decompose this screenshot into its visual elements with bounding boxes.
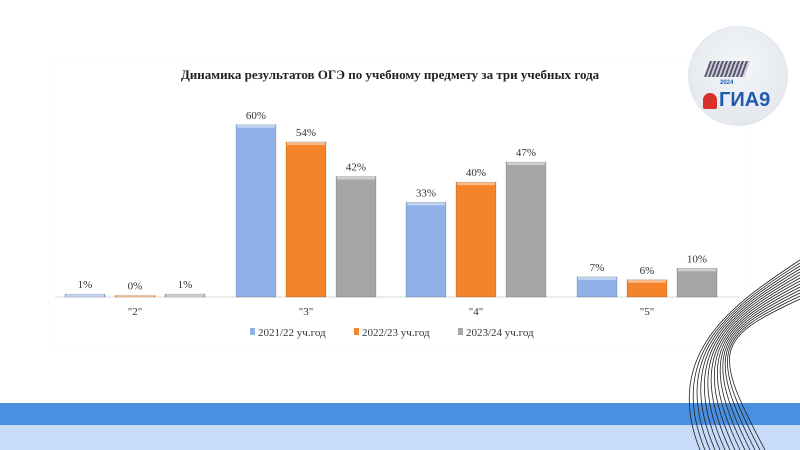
bar-highlight [237, 124, 275, 128]
legend-swatch [458, 328, 463, 335]
bar-highlight [457, 182, 495, 186]
data-label: 33% [416, 187, 436, 199]
bar [455, 181, 497, 298]
bar [576, 276, 618, 298]
x-tick-label: "5" [640, 306, 654, 318]
deco-line [700, 268, 800, 450]
bar [164, 293, 206, 298]
deco-line [696, 265, 800, 450]
gia9-logo: 2024 ГИА9 [688, 26, 788, 126]
chart-title: Динамика результатов ОГЭ по учебному пре… [181, 67, 600, 82]
bar [335, 176, 377, 298]
deco-line [716, 283, 800, 450]
legend-swatch [250, 328, 255, 335]
data-label: 1% [78, 279, 93, 291]
bar [114, 295, 156, 298]
data-label: 42% [346, 161, 366, 173]
bar-highlight [116, 295, 154, 297]
decorative-lines [688, 259, 800, 450]
x-tick-label: "4" [469, 306, 483, 318]
deco-line [727, 295, 800, 450]
bar-highlight [66, 294, 104, 297]
bar [505, 161, 547, 298]
logo-text: ГИА9 [719, 89, 771, 111]
footer-band-light [0, 425, 800, 450]
legend-label: 2023/24 уч.год [466, 327, 534, 339]
bar-highlight [678, 268, 716, 272]
data-label: 54% [296, 127, 316, 139]
data-label: 40% [466, 167, 486, 179]
data-label: 6% [640, 265, 655, 277]
bar-chart: Динамика результатов ОГЭ по учебному пре… [55, 67, 740, 339]
deco-line [703, 271, 800, 450]
deco-line [710, 277, 800, 450]
bar [626, 279, 668, 298]
bar-highlight [407, 202, 445, 206]
bar [405, 201, 447, 298]
data-label: 7% [590, 262, 605, 274]
chart-card: Динамика результатов ОГЭ по учебному пре… [50, 62, 745, 345]
deco-line [724, 292, 800, 450]
data-label: 1% [178, 279, 193, 291]
bar-highlight [287, 142, 325, 146]
footer-band-dark [0, 403, 800, 425]
deco-line [692, 262, 800, 450]
bar-highlight [166, 294, 204, 297]
people-icon [703, 93, 717, 109]
x-tick-label: "2" [128, 306, 142, 318]
deco-line [722, 289, 800, 450]
deco-line [707, 274, 800, 450]
deco-line [688, 259, 800, 450]
data-label: 0% [128, 281, 143, 293]
bar-highlight [628, 279, 666, 283]
deco-line [719, 286, 800, 450]
bar-highlight [507, 162, 545, 166]
logo-year: 2024 [720, 80, 734, 86]
data-label: 10% [687, 253, 707, 265]
legend-label: 2022/23 уч.год [362, 327, 430, 339]
legend-swatch [354, 328, 359, 335]
data-label: 60% [246, 110, 266, 122]
x-tick-label: "3" [299, 306, 313, 318]
legend-label: 2021/22 уч.год [258, 327, 326, 339]
bar [64, 293, 106, 298]
deco-line [713, 280, 800, 450]
bar [676, 268, 718, 298]
bar [285, 141, 327, 298]
keyboard-image [704, 61, 750, 77]
bar-highlight [337, 176, 375, 180]
bar-highlight [578, 276, 616, 280]
data-label: 47% [516, 147, 536, 159]
bar [235, 124, 277, 298]
deco-line [729, 298, 800, 450]
